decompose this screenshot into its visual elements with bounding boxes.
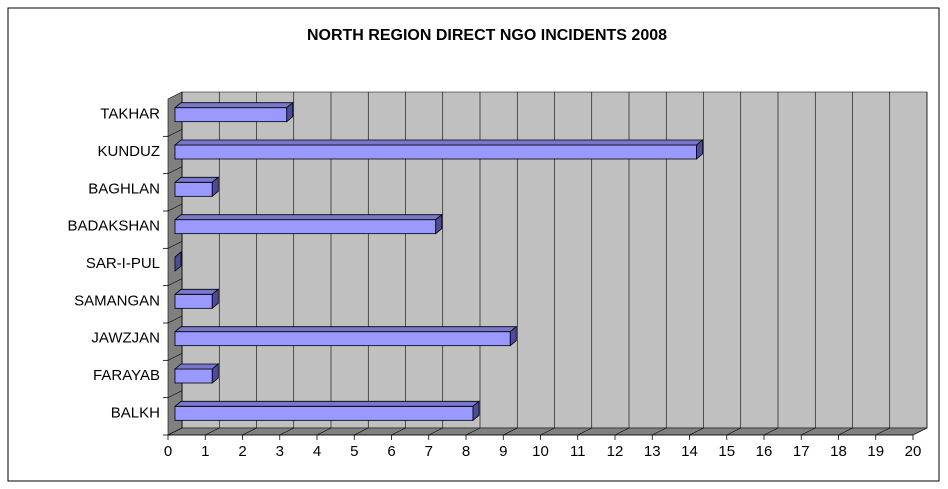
bar-top xyxy=(173,400,481,407)
y-tick-label: BAGHLAN xyxy=(88,180,160,197)
bar-top xyxy=(173,139,704,146)
bar xyxy=(173,325,518,347)
floor-line xyxy=(763,427,779,436)
x-tick-label: 5 xyxy=(350,443,358,460)
y-tick-label: KUNDUZ xyxy=(98,143,161,160)
floor-line xyxy=(614,427,630,436)
bar-side xyxy=(472,400,480,422)
floor-line xyxy=(912,427,928,436)
x-tick-label: 15 xyxy=(718,443,735,460)
y-tick-label: BADAKSHAN xyxy=(67,218,160,235)
bar-front xyxy=(174,107,288,123)
bar-front xyxy=(174,219,437,235)
x-tick-label: 16 xyxy=(756,443,773,460)
bar xyxy=(173,139,704,160)
bar-front xyxy=(174,181,213,197)
x-tick-label: 10 xyxy=(532,443,549,460)
y-tick-label: BALKH xyxy=(111,404,160,421)
bar xyxy=(173,288,220,310)
side-wall-divider xyxy=(167,353,183,361)
x-tick-label: 12 xyxy=(607,443,624,460)
floor-line xyxy=(838,427,853,436)
floor-line xyxy=(652,427,667,436)
x-tick-label: 7 xyxy=(425,443,433,460)
bar xyxy=(173,400,481,422)
bar-side xyxy=(435,213,443,235)
bar-side xyxy=(211,288,219,310)
floor-line xyxy=(242,427,257,436)
bar-top xyxy=(173,176,220,183)
side-wall-divider xyxy=(167,278,183,286)
side-wall-divider xyxy=(167,241,183,249)
floor-line xyxy=(205,427,220,436)
side-wall-divider xyxy=(167,315,183,324)
bar-front xyxy=(174,368,213,384)
x-tick-label: 18 xyxy=(830,443,847,460)
x-tick-label: 9 xyxy=(499,443,507,460)
bar-top xyxy=(173,214,443,221)
floor-line xyxy=(503,427,518,436)
bar-front xyxy=(174,331,511,347)
side-wall-divider xyxy=(167,166,183,174)
x-tick-label: 20 xyxy=(905,443,922,460)
floor-line xyxy=(316,427,332,436)
floor-line xyxy=(167,427,183,436)
x-tick-label: 3 xyxy=(276,443,284,460)
bar xyxy=(173,363,220,384)
y-tick-label: TAKHAR xyxy=(100,106,160,123)
floor-line xyxy=(726,427,741,436)
x-tick-label: 17 xyxy=(793,443,810,460)
bar-side xyxy=(286,101,294,123)
bar-side xyxy=(696,139,703,160)
x-tick-label: 1 xyxy=(201,443,209,460)
floor-line xyxy=(354,427,369,436)
chart-title: NORTH REGION DIRECT NGO INCIDENTS 2008 xyxy=(307,27,667,44)
bar-side xyxy=(509,325,517,347)
x-tick-label: 4 xyxy=(313,443,321,460)
bar-front xyxy=(174,144,697,160)
bar-top xyxy=(173,288,220,295)
floor-line xyxy=(801,427,816,436)
x-tick-label: 13 xyxy=(644,443,661,460)
side-wall-divider xyxy=(167,129,183,137)
floor-line xyxy=(577,427,592,436)
x-tick-label: 8 xyxy=(462,443,470,460)
y-tick-label: FARAYAB xyxy=(93,367,160,384)
x-tick-label: 14 xyxy=(681,443,698,460)
bar xyxy=(173,101,294,123)
x-tick-label: 0 xyxy=(164,443,172,460)
floor-line xyxy=(540,427,555,436)
x-tick-label: 11 xyxy=(570,443,586,460)
side-wall-divider xyxy=(167,390,183,398)
bar-top xyxy=(173,363,220,370)
bar-front xyxy=(174,293,213,309)
floor-line xyxy=(279,427,294,436)
floor-line xyxy=(875,427,890,436)
y-tick-label: SAR-I-PUL xyxy=(86,255,160,272)
bar xyxy=(173,213,443,235)
bar-side xyxy=(211,363,219,384)
floor-line xyxy=(689,427,704,436)
y-tick-label: SAMANGAN xyxy=(74,292,160,309)
floor-line xyxy=(465,427,481,436)
bar xyxy=(174,251,182,272)
bar xyxy=(173,176,220,198)
floor-line xyxy=(391,427,406,436)
bar-side xyxy=(174,251,182,272)
x-tick-label: 19 xyxy=(867,443,884,460)
floor-line xyxy=(428,427,443,436)
x-tick-label: 2 xyxy=(238,443,246,460)
side-wall-divider xyxy=(167,203,183,212)
bar-top xyxy=(173,102,294,109)
x-tick-label: 6 xyxy=(387,443,395,460)
y-tick-label: JAWZJAN xyxy=(91,330,160,347)
bar-side xyxy=(211,176,219,198)
bar-top xyxy=(173,326,518,333)
bar-front xyxy=(174,405,474,421)
